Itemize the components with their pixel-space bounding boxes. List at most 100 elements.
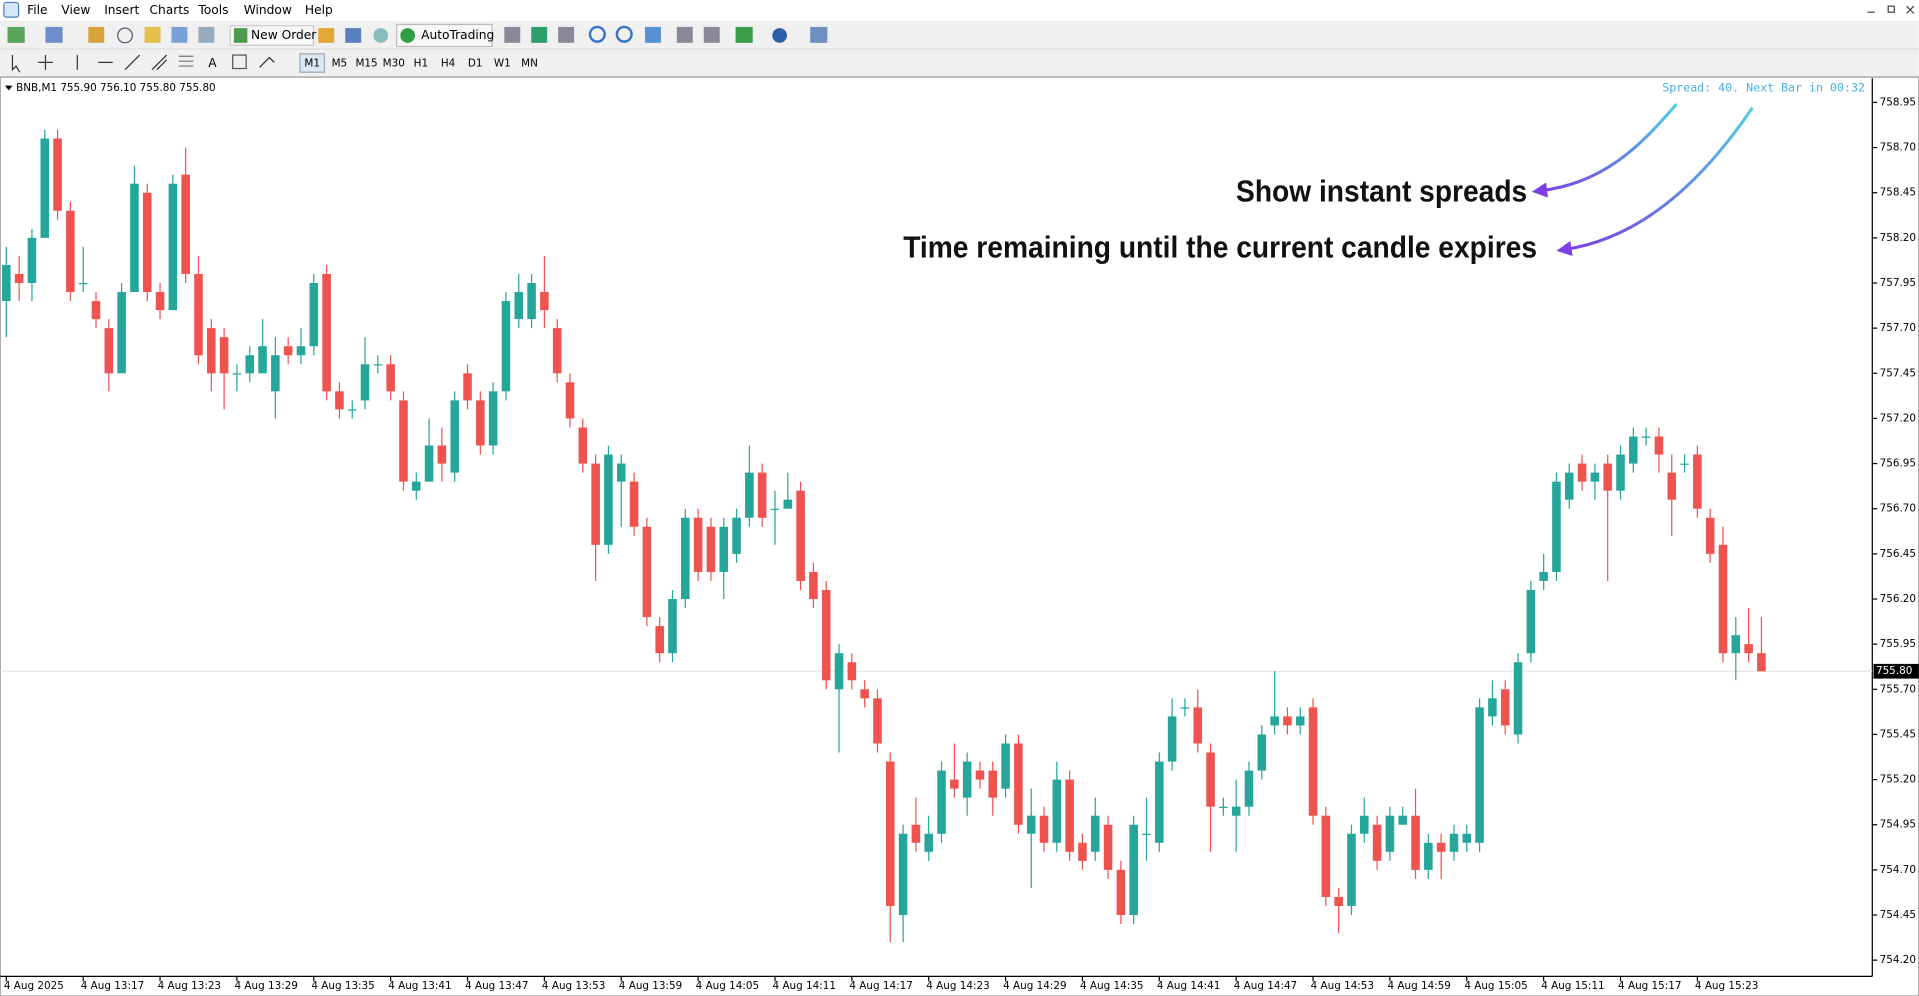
icon[interactable] — [7, 26, 25, 43]
zoom-out[interactable] — [615, 25, 633, 43]
menu-item[interactable]: File — [27, 3, 47, 17]
channel-tool[interactable] — [151, 54, 168, 71]
timeframe-label[interactable]: D1 — [468, 58, 483, 70]
candle-body — [1270, 716, 1279, 726]
candle-body — [117, 292, 126, 374]
icon[interactable] — [735, 26, 753, 43]
candle-body — [706, 526, 716, 572]
text-tool[interactable]: A — [208, 56, 217, 70]
restore-button[interactable] — [1887, 5, 1895, 13]
chart-header: BNB,M1 755.90 756.10 755.80 755.80 — [16, 82, 216, 94]
cursor-tool[interactable] — [11, 55, 21, 73]
zoom-in[interactable] — [588, 25, 606, 43]
y-tick-label: 756.20 — [1880, 593, 1916, 605]
icon[interactable] — [531, 26, 548, 43]
y-tick-label: 758.95 — [1880, 96, 1916, 108]
label-tool[interactable] — [232, 54, 247, 70]
x-tick-label: 4 Aug 14:29 — [1003, 980, 1066, 992]
x-tick-label: 4 Aug 14:47 — [1234, 980, 1297, 992]
menu-item[interactable]: View — [61, 3, 90, 17]
candle-body — [1526, 589, 1536, 654]
candle-body — [757, 472, 767, 518]
candle-body — [885, 761, 895, 906]
candle-body — [1001, 743, 1010, 789]
candle-body — [809, 571, 818, 600]
y-tick-label: 755.95 — [1880, 638, 1916, 650]
y-tick-label: 756.95 — [1880, 458, 1916, 470]
candle-body — [194, 273, 203, 356]
menu: File View Insert Charts Tools Window Help — [27, 3, 333, 17]
menu-item[interactable]: Help — [305, 3, 333, 17]
new-order-label[interactable]: New Order — [251, 28, 317, 42]
x-tick-label: 4 Aug 14:35 — [1080, 980, 1143, 992]
candle-body — [1193, 707, 1203, 744]
candle-body — [27, 237, 37, 284]
timeframe-label[interactable]: W1 — [494, 58, 511, 70]
y-tick-label: 758.20 — [1880, 232, 1916, 244]
menu-item[interactable]: Window — [244, 3, 292, 17]
timeframe-button[interactable] — [299, 53, 326, 73]
timeframe-label[interactable]: M1 — [304, 58, 320, 70]
icon[interactable] — [645, 26, 661, 43]
candle-body — [360, 364, 370, 401]
new-order-button[interactable] — [229, 25, 315, 46]
icon[interactable] — [88, 26, 105, 43]
icon[interactable] — [703, 26, 720, 43]
annotation-arrow — [1556, 106, 1754, 257]
candle-body — [1052, 779, 1062, 843]
trendline-tool[interactable] — [124, 54, 141, 71]
x-tick-label: 4 Aug 13:59 — [619, 980, 682, 992]
menu-item[interactable]: Insert — [104, 3, 139, 17]
candle-body — [347, 409, 357, 411]
candle-body — [1436, 842, 1446, 852]
candle-body — [591, 463, 600, 545]
icon[interactable] — [144, 26, 161, 43]
candle-body — [2, 264, 11, 302]
x-tick-label: 4 Aug 13:17 — [81, 980, 144, 992]
timeframe-label[interactable]: H4 — [441, 58, 456, 70]
icon[interactable] — [504, 26, 521, 43]
icon[interactable] — [810, 26, 828, 43]
candle-body — [1564, 472, 1574, 500]
crosshair-tool[interactable] — [38, 55, 53, 70]
y-tick-label: 757.95 — [1880, 277, 1916, 289]
candle-body — [962, 761, 972, 798]
y-tick-label: 754.95 — [1880, 819, 1916, 831]
menu-item[interactable]: Tools — [197, 3, 228, 17]
x-tick-label: 4 Aug 15:11 — [1541, 980, 1604, 992]
candle-body — [1090, 815, 1100, 852]
menu-item[interactable]: Charts — [149, 3, 189, 17]
icon[interactable] — [117, 27, 133, 44]
y-tick-label: 758.45 — [1880, 187, 1916, 199]
icon[interactable] — [318, 28, 335, 43]
candle-body — [309, 283, 319, 347]
timeframe-label[interactable]: M15 — [355, 58, 377, 70]
icon[interactable] — [676, 26, 693, 43]
arrow-tool[interactable] — [259, 56, 275, 68]
candle-body — [1334, 896, 1343, 906]
timeframe-label[interactable]: MN — [521, 58, 538, 70]
close-button[interactable] — [1906, 5, 1915, 14]
icon[interactable] — [772, 28, 787, 43]
candle-body — [552, 328, 562, 374]
icon[interactable] — [171, 26, 188, 43]
y-tick-label: 755.70 — [1880, 683, 1916, 695]
timeframe-label[interactable]: M30 — [383, 58, 405, 70]
candle-body — [181, 174, 190, 274]
autotrading-button[interactable] — [396, 23, 493, 48]
x-tick-label: 4 Aug 15:23 — [1695, 980, 1758, 992]
autotrading-label[interactable]: AutoTrading — [421, 28, 494, 42]
timeframe-label[interactable]: H1 — [414, 58, 428, 70]
timeframe-bar: M1 M5 M15 M30 H1 H4 D1 W1 MN — [299, 53, 538, 73]
icon[interactable] — [198, 26, 215, 43]
icon[interactable] — [558, 26, 575, 43]
icon[interactable] — [373, 28, 389, 43]
candle-body — [78, 283, 88, 285]
timeframe-label[interactable]: M5 — [332, 58, 348, 70]
candle-body — [437, 445, 447, 464]
icon[interactable] — [345, 28, 362, 43]
fibo-tool[interactable] — [178, 55, 194, 67]
candle-body — [1603, 463, 1612, 491]
icon[interactable] — [45, 26, 63, 43]
